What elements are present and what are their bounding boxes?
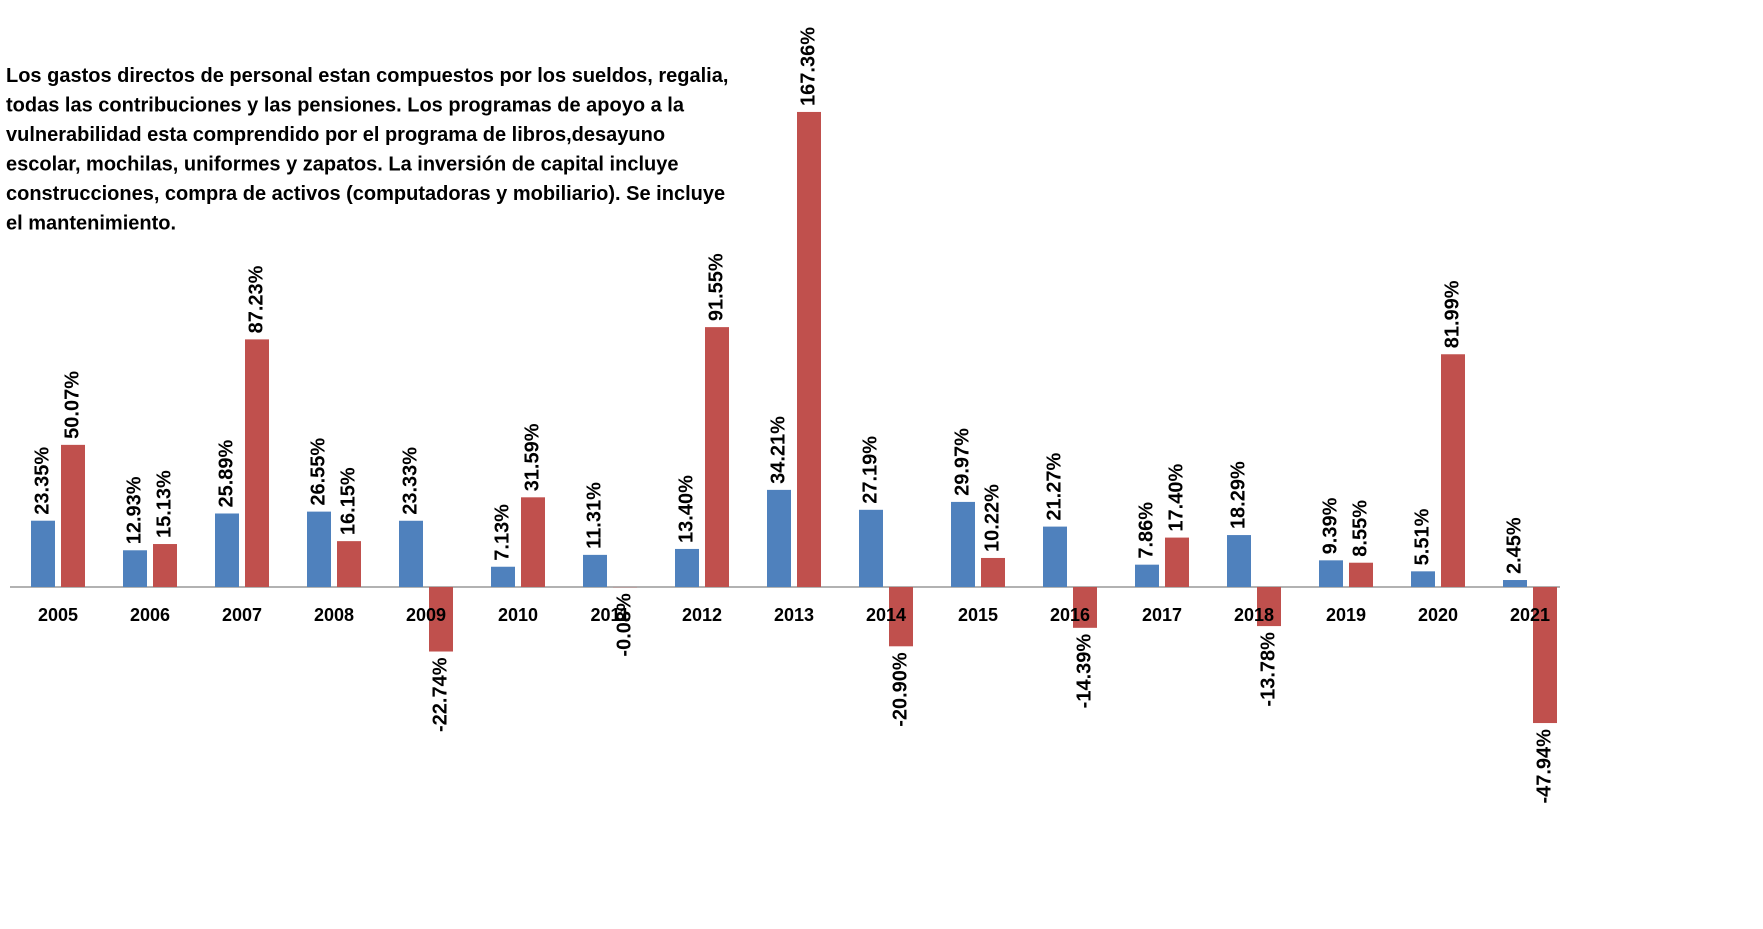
data-label: 17.40% [1165, 464, 1187, 532]
annotation: todas las contribuciones y las pensiones… [6, 95, 685, 117]
x-tick-label: 2005 [38, 605, 78, 625]
data-label: 23.33% [399, 447, 421, 515]
x-tick-label: 2016 [1050, 605, 1090, 625]
bar [491, 566, 515, 587]
data-label: 25.89% [215, 439, 237, 507]
data-label: 7.13% [491, 504, 513, 561]
bar [859, 509, 883, 587]
bar [1043, 526, 1067, 587]
x-tick-label: 2021 [1510, 605, 1550, 625]
data-label: 10.22% [981, 484, 1003, 552]
data-label: 18.29% [1227, 461, 1249, 529]
x-tick-label: 2008 [314, 605, 354, 625]
bar [1165, 537, 1189, 587]
data-label: 5.51% [1411, 508, 1433, 565]
data-label: 11.31% [583, 482, 605, 549]
bar [31, 520, 55, 587]
data-label: -13.78% [1257, 632, 1279, 707]
bar [1411, 571, 1435, 587]
data-label: -0.08% [613, 593, 635, 657]
bar [675, 548, 699, 587]
bar [1073, 586, 1097, 628]
bar [215, 513, 239, 587]
data-label: -20.90% [889, 652, 911, 727]
x-tick-label: 2020 [1418, 605, 1458, 625]
data-label: 50.07% [61, 371, 83, 439]
data-label: 91.55% [705, 253, 727, 321]
bar [1319, 560, 1343, 587]
data-label: 26.55% [307, 438, 329, 506]
bar [797, 111, 821, 587]
data-label: 87.23% [245, 265, 267, 333]
bar [337, 541, 361, 587]
x-tick-label: 2011 [590, 605, 629, 625]
x-tick-label: 2007 [222, 605, 262, 625]
bar [981, 557, 1005, 587]
data-label: 15.13% [153, 470, 175, 538]
data-label: 167.36% [797, 27, 819, 106]
data-label: 81.99% [1441, 280, 1463, 348]
x-tick-label: 2009 [406, 605, 446, 625]
annotation: Los gastos directos de personal estan co… [6, 65, 728, 87]
data-label: 23.35% [31, 447, 53, 515]
bar [889, 586, 913, 647]
bar [767, 489, 791, 587]
data-label: 2.45% [1503, 517, 1525, 574]
bar [429, 586, 453, 652]
bar [1533, 586, 1557, 724]
x-tick-label: 2010 [498, 605, 538, 625]
annotation: vulnerabilidad esta comprendido por el p… [6, 124, 665, 146]
bar [583, 554, 607, 587]
x-tick-label: 2012 [682, 605, 722, 625]
data-label: 29.97% [951, 428, 973, 496]
bar [61, 444, 85, 587]
bar [399, 520, 423, 587]
x-tick-label: 2017 [1142, 605, 1182, 625]
bar [1135, 564, 1159, 587]
x-tick-label: 2013 [774, 605, 814, 625]
bar [1257, 586, 1281, 627]
bar [307, 511, 331, 587]
bar [123, 550, 147, 587]
data-label: -14.39% [1073, 634, 1095, 709]
data-label: 12.93% [123, 476, 145, 544]
data-label: -22.74% [429, 657, 451, 732]
data-label: 27.19% [859, 436, 881, 504]
data-label: 16.15% [337, 467, 359, 535]
bar [1227, 535, 1251, 587]
bar [245, 339, 269, 587]
bar [1349, 562, 1373, 587]
data-label: 31.59% [521, 423, 543, 491]
x-tick-label: 2006 [130, 605, 170, 625]
x-tick-label: 2015 [958, 605, 998, 625]
x-tick-label: 2019 [1326, 605, 1366, 625]
data-label: 21.27% [1043, 453, 1065, 521]
data-label: 7.86% [1135, 502, 1157, 559]
bar [1441, 354, 1465, 587]
x-tick-label: 2018 [1234, 605, 1274, 625]
bar [153, 544, 177, 587]
data-label: 34.21% [767, 416, 789, 484]
x-tick-label: 2014 [866, 605, 906, 625]
data-label: 9.39% [1319, 497, 1341, 554]
bar [705, 327, 729, 587]
bar [521, 497, 545, 587]
data-label: 13.40% [675, 475, 697, 543]
annotation: construcciones, compra de activos (compu… [6, 183, 725, 205]
annotation: escolar, mochilas, uniformes y zapatos. … [6, 154, 678, 176]
data-label: 8.55% [1349, 500, 1371, 557]
annotation: el mantenimiento. [6, 213, 176, 235]
data-label: -47.94% [1533, 729, 1555, 804]
bar [1503, 580, 1527, 587]
bar [951, 501, 975, 587]
